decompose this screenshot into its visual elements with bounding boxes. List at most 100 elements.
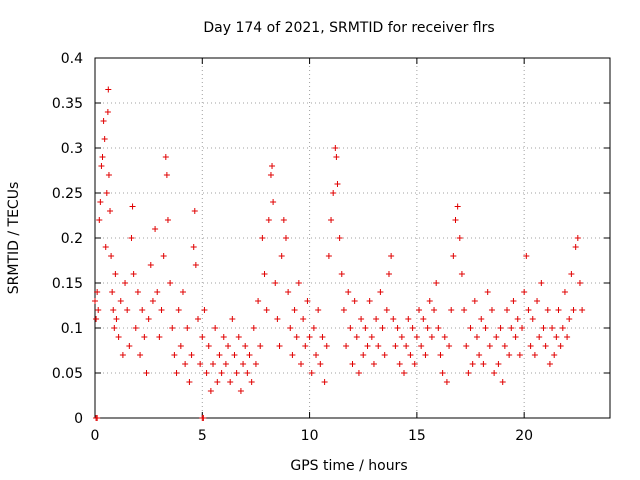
y-tick-label: 0.35 — [52, 96, 83, 112]
data-point — [104, 109, 111, 115]
data-point — [139, 307, 146, 313]
data-point — [304, 298, 311, 304]
data-point — [527, 343, 534, 349]
data-point — [169, 325, 176, 331]
data-point — [95, 307, 102, 313]
data-point — [525, 307, 532, 313]
data-point — [529, 316, 536, 322]
data-point — [269, 163, 276, 169]
data-point — [338, 271, 345, 277]
data-point — [486, 343, 493, 349]
data-point — [295, 280, 302, 286]
data-point — [420, 316, 427, 322]
data-point — [443, 379, 450, 385]
data-point — [192, 262, 199, 268]
data-point — [212, 325, 219, 331]
data-point — [540, 325, 547, 331]
data-point — [282, 235, 289, 241]
data-point — [467, 325, 474, 331]
data-point — [134, 289, 141, 295]
data-point — [396, 361, 403, 367]
data-point — [179, 289, 186, 295]
data-point — [566, 316, 573, 322]
data-point — [132, 325, 139, 331]
data-point — [325, 253, 332, 259]
data-point — [347, 325, 354, 331]
data-point — [99, 154, 106, 160]
data-point — [536, 334, 543, 340]
x-tick-label: 0 — [91, 428, 100, 444]
data-point — [480, 361, 487, 367]
data-point — [119, 352, 126, 358]
data-point — [463, 343, 470, 349]
data-point — [381, 352, 388, 358]
data-point — [97, 199, 104, 205]
data-point — [225, 343, 232, 349]
data-point — [570, 307, 577, 313]
y-tick-label: 0.4 — [61, 51, 83, 67]
data-point — [315, 307, 322, 313]
data-point — [103, 190, 110, 196]
data-point — [111, 325, 118, 331]
data-point — [534, 298, 541, 304]
data-point — [102, 244, 109, 250]
data-point — [538, 280, 545, 286]
data-point — [291, 307, 298, 313]
data-point — [280, 217, 287, 223]
data-point — [293, 334, 300, 340]
data-point — [375, 343, 382, 349]
data-point — [336, 235, 343, 241]
y-axis-label: SRMTID / TECUs — [6, 182, 22, 295]
data-point — [413, 334, 420, 340]
data-point — [186, 379, 193, 385]
data-point — [94, 415, 101, 421]
data-point — [220, 334, 227, 340]
x-tick-label: 20 — [515, 428, 533, 444]
data-point — [364, 343, 371, 349]
data-point — [544, 307, 551, 313]
data-point — [162, 154, 169, 160]
data-point — [235, 334, 242, 340]
data-point — [353, 334, 360, 340]
data-point — [360, 352, 367, 358]
data-point — [158, 307, 165, 313]
data-point — [418, 343, 425, 349]
data-point — [437, 352, 444, 358]
data-point — [274, 316, 281, 322]
data-point — [122, 280, 129, 286]
data-point — [128, 235, 135, 241]
y-tick-label: 0.3 — [61, 141, 83, 157]
data-point — [574, 235, 581, 241]
data-point — [564, 334, 571, 340]
data-point — [129, 203, 136, 210]
data-point — [476, 352, 483, 358]
data-point — [252, 361, 259, 367]
data-point — [405, 316, 412, 322]
data-point — [416, 307, 423, 313]
data-point — [267, 172, 274, 178]
data-point — [495, 361, 502, 367]
data-point — [351, 298, 358, 304]
data-point — [452, 217, 459, 223]
data-point — [207, 388, 214, 394]
data-point — [257, 343, 264, 349]
data-point — [519, 325, 526, 331]
data-point — [542, 343, 549, 349]
data-point — [424, 325, 431, 331]
data-point — [105, 86, 112, 93]
data-point — [394, 325, 401, 331]
data-point — [473, 334, 480, 340]
data-point — [497, 325, 504, 331]
data-point — [458, 271, 465, 277]
data-point — [108, 253, 115, 259]
data-point — [130, 271, 137, 277]
data-point — [441, 334, 448, 340]
data-point — [117, 298, 124, 304]
data-point — [276, 343, 283, 349]
data-point — [197, 361, 204, 367]
data-point — [388, 253, 395, 259]
data-point — [113, 316, 120, 322]
data-point — [491, 370, 498, 376]
data-point — [493, 334, 500, 340]
